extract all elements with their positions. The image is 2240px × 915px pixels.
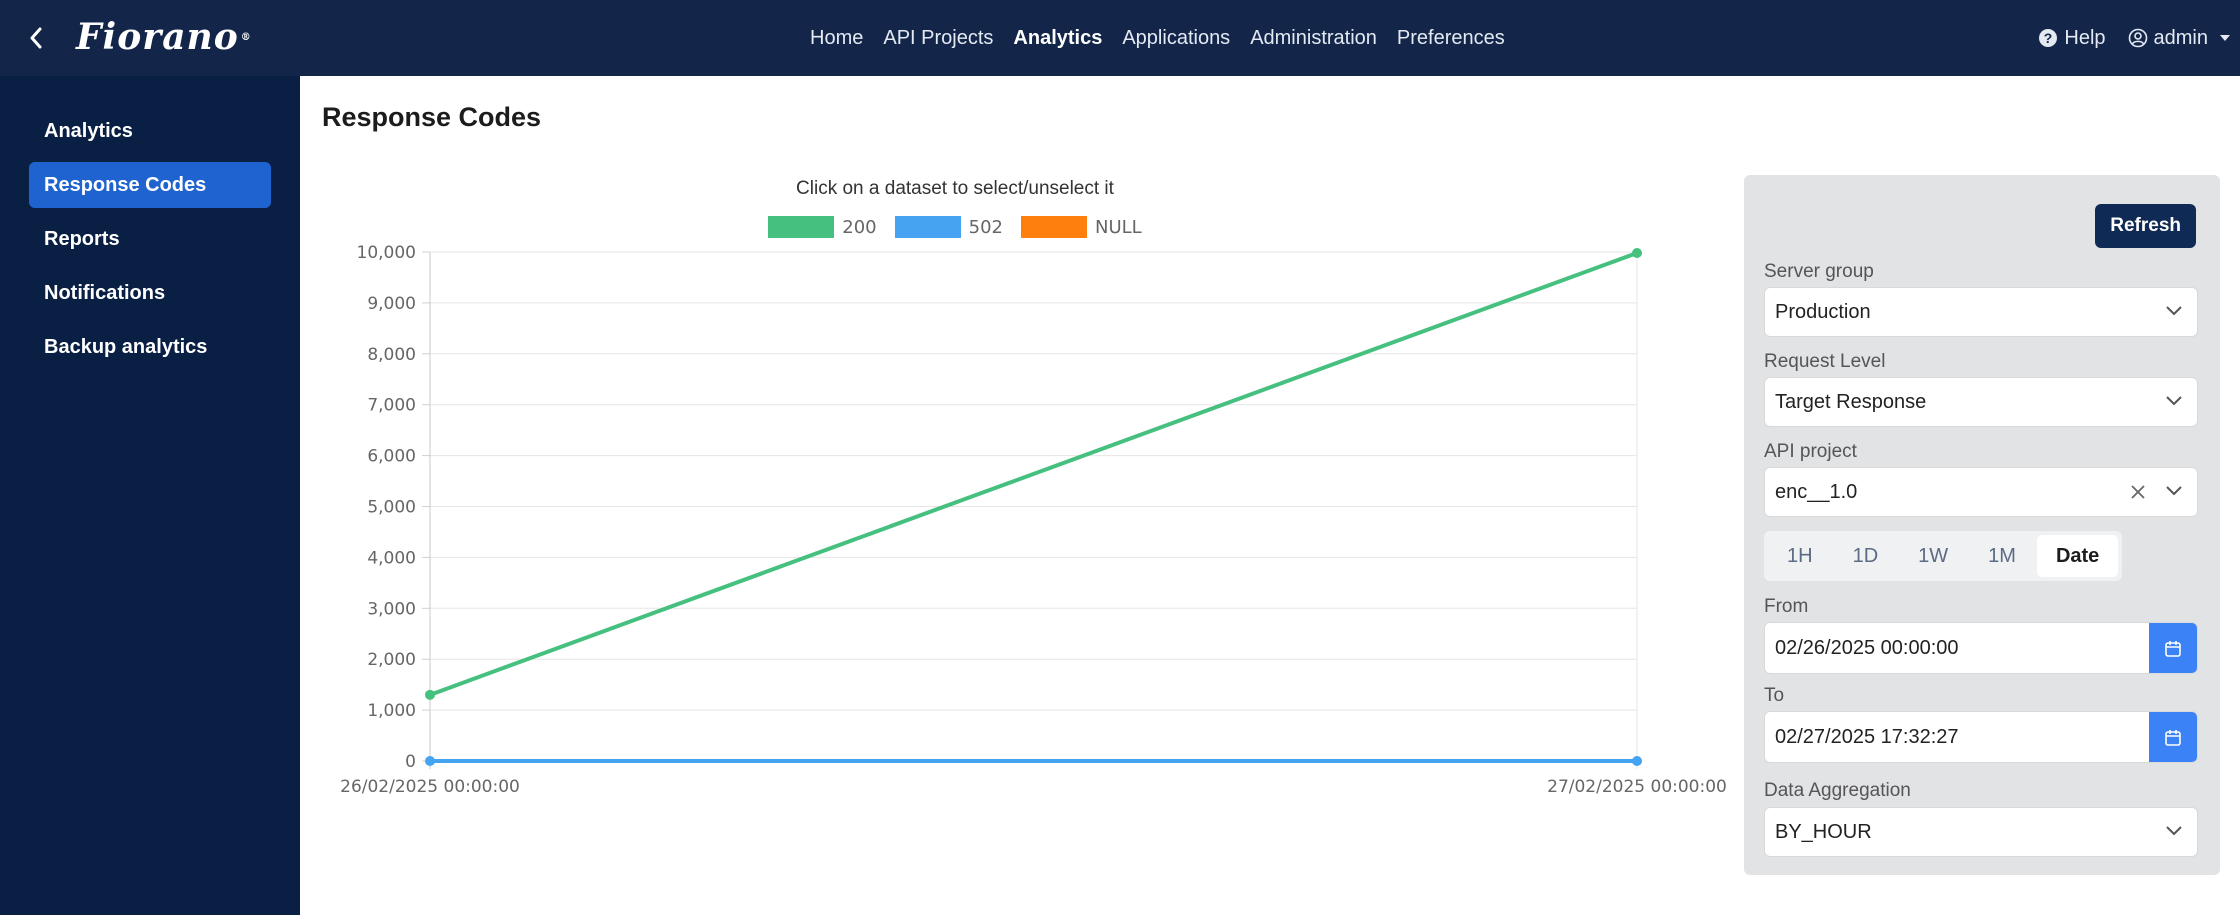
refresh-button[interactable]: Refresh [2095,204,2196,248]
user-label: admin [2153,26,2208,49]
legend-item-200[interactable]: 200 [768,216,877,238]
sidebar-item-reports[interactable]: Reports [44,228,120,250]
sidebar-item-analytics[interactable]: Analytics [44,120,133,142]
legend-label: 502 [968,216,1003,238]
range-1w-button[interactable]: 1W [1918,545,1949,567]
chevron-left-icon [30,27,42,49]
api-project-label: API project [1764,441,1857,462]
nav-analytics[interactable]: Analytics [1013,26,1103,49]
sidebar-item-backup-analytics[interactable]: Backup analytics [44,336,208,358]
legend-item-502[interactable]: 502 [894,216,1003,238]
filter-panel: Refresh Server group Production Request … [1744,175,2220,875]
caret-down-icon [2220,35,2230,41]
data-point-502 [1632,756,1642,766]
y-tick-label: 0 [405,752,416,772]
main-nav: Home API Projects Analytics Applications… [800,0,1515,76]
chevron-down-icon [2166,396,2182,406]
sidebar-item-notifications[interactable]: Notifications [44,282,166,304]
from-date-input[interactable]: 02/26/2025 00:00:00 [1764,622,2198,674]
nav-applications[interactable]: Applications [1122,26,1231,49]
help-label: Help [2064,26,2106,49]
chart-canvas: 0 1,000 2,000 3,000 4,000 5,000 6,000 7,000 8,00… [340,243,1727,797]
fiorano-logo[interactable]: Fiorano ® [76,14,252,60]
range-date-button[interactable]: Date [2036,535,2119,577]
sidebar: Analytics Response Codes Reports Notific… [0,76,300,915]
y-tick-label: 5,000 [367,498,416,518]
clear-icon[interactable] [2129,483,2147,501]
legend-swatch [894,216,961,238]
range-1h-button[interactable]: 1H [1787,545,1813,567]
to-date-input[interactable]: 02/27/2025 17:32:27 [1764,711,2198,763]
logo-text: Fiorano [76,16,239,58]
calendar-icon [2165,641,2181,657]
series-line-200 [429,251,1638,697]
chevron-down-icon [2166,826,2182,836]
from-date-value: 02/26/2025 00:00:00 [1775,636,1959,659]
nav-administration[interactable]: Administration [1250,26,1377,49]
nav-home[interactable]: Home [810,26,864,49]
sidebar-item-response-codes[interactable]: Response Codes [29,162,271,208]
request-level-select[interactable]: Target Response [1764,377,2198,427]
legend-swatch [768,216,835,238]
server-group-select[interactable]: Production [1764,287,2198,337]
y-tick-label: 3,000 [367,599,416,619]
y-tick-label: 1,000 [367,701,416,721]
response-codes-chart: 0 1,000 2,000 3,000 4,000 5,000 6,000 7,000 8,00… [320,170,1730,820]
chevron-down-icon [2166,306,2182,316]
data-point-200 [425,689,435,700]
page-title: Response Codes [322,102,542,132]
server-group-label: Server group [1764,261,1874,282]
y-tick-label: 6,000 [367,447,416,467]
help-link[interactable]: ? Help [2038,26,2106,50]
legend-label: NULL [1095,216,1142,238]
y-tick-label: 8,000 [367,345,416,365]
user-circle-icon [2128,28,2147,48]
to-date-value: 02/27/2025 17:32:27 [1775,725,1959,748]
to-label: To [1764,685,1785,706]
from-label: From [1764,596,1809,617]
logo-registered-mark: ® [240,31,252,43]
range-1d-button[interactable]: 1D [1852,545,1879,567]
legend-label: 200 [842,216,877,238]
data-aggregation-value: BY_HOUR [1775,820,1872,843]
y-tick-label: 10,000 [357,243,416,263]
y-tick-label: 4,000 [367,548,416,568]
top-navbar: Fiorano ® Home API Projects Analytics App… [0,0,2240,76]
chevron-down-icon [2166,486,2182,496]
legend-item-null[interactable]: NULL [1021,216,1142,238]
range-1m-button[interactable]: 1M [1988,545,2016,567]
y-tick-label: 2,000 [367,650,416,670]
server-group-value: Production [1775,300,1871,323]
x-tick-label: 27/02/2025 00:00:00 [1547,777,1727,797]
chart-hint: Click on a dataset to select/unselect it [796,178,1114,199]
calendar-icon [2165,730,2181,746]
nav-preferences[interactable]: Preferences [1396,26,1505,49]
user-menu[interactable]: admin [2128,27,2230,50]
legend-swatch [1021,216,1087,238]
from-calendar-button[interactable] [2149,623,2197,673]
y-tick-label: 7,000 [367,396,416,416]
svg-text:?: ? [2044,30,2053,46]
data-aggregation-select[interactable]: BY_HOUR [1764,807,2198,857]
data-point-200 [1632,248,1642,259]
api-project-value: enc__1.0 [1775,480,1858,503]
request-level-value: Target Response [1775,390,1927,413]
back-button[interactable] [18,20,54,56]
x-tick-label: 26/02/2025 00:00:00 [340,777,520,797]
question-circle-icon: ? [2039,29,2058,47]
chart-legend: 200 502 NULL [320,216,1590,238]
right-nav: ? Help admin [2038,0,2240,76]
to-calendar-button[interactable] [2149,712,2197,762]
y-tick-label: 9,000 [367,294,416,314]
request-level-label: Request Level [1764,351,1886,372]
nav-api-projects[interactable]: API Projects [883,26,994,49]
api-project-select[interactable]: enc__1.0 [1764,467,2198,517]
data-point-502 [425,756,435,766]
data-aggregation-label: Data Aggregation [1764,780,1911,801]
time-range-group: 1H 1D 1W 1M Date [1764,531,2123,581]
